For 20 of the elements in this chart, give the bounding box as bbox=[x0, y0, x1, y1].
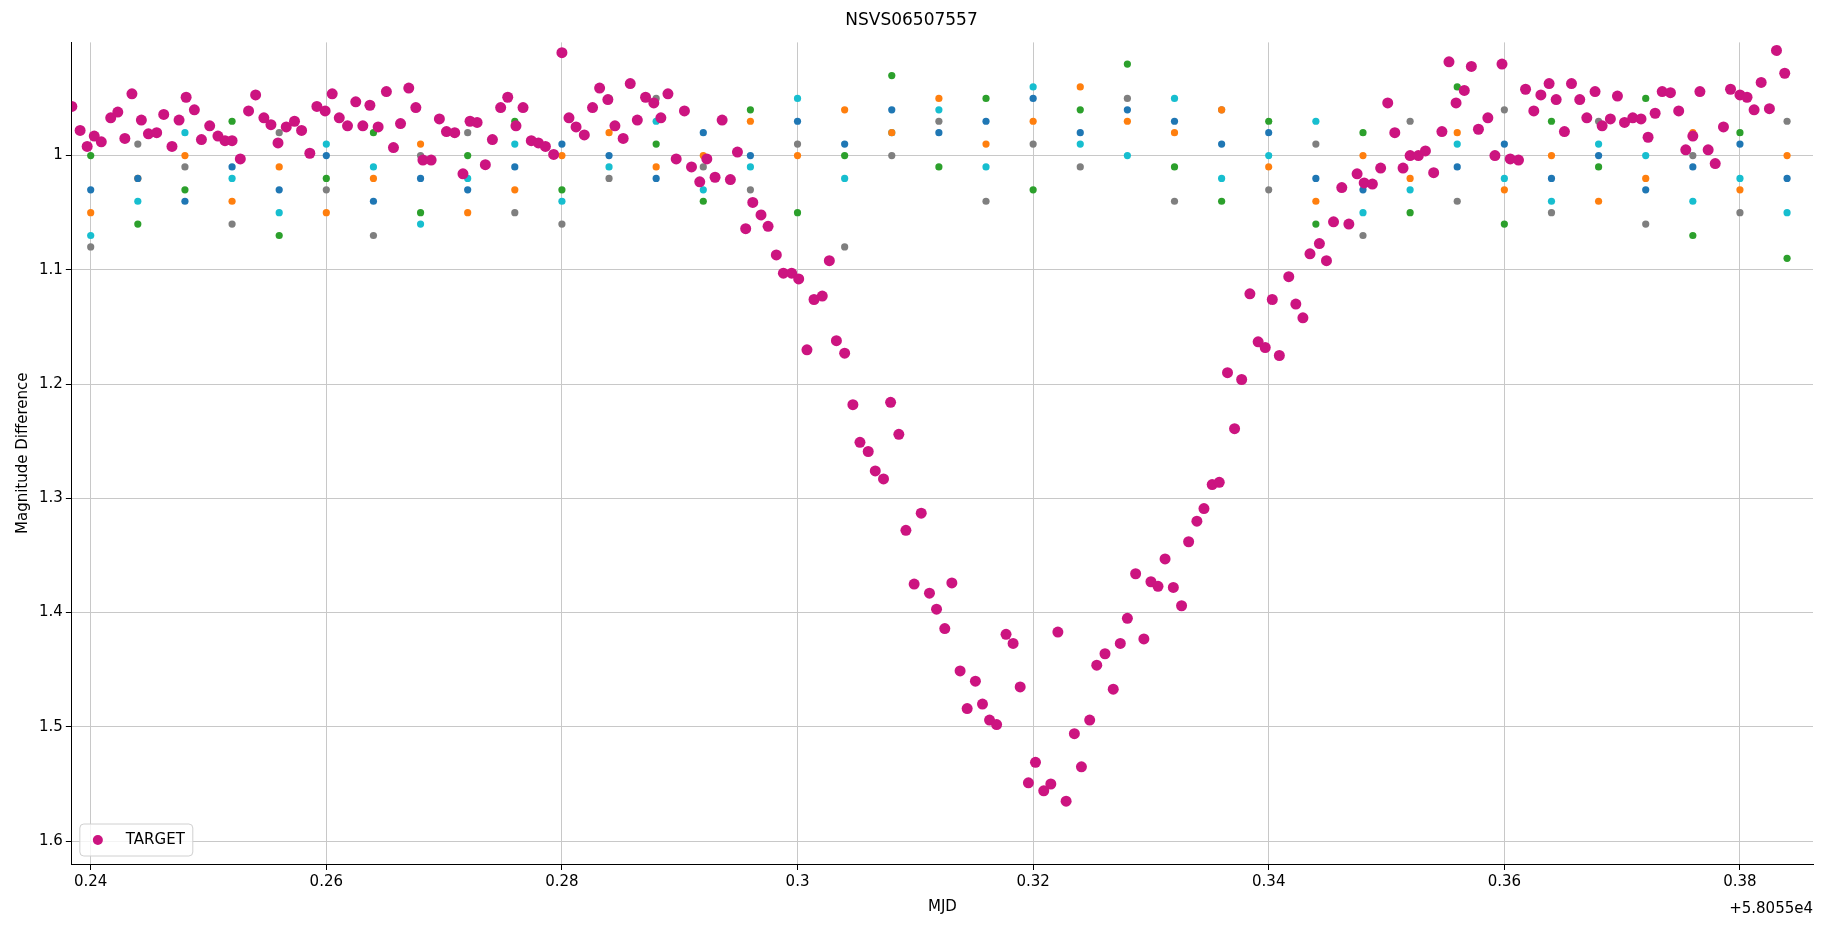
y-tick-label: 1.5 bbox=[39, 716, 63, 735]
x-axis-title: MJD bbox=[927, 896, 957, 915]
y-tick-label: 1.1 bbox=[39, 259, 63, 278]
x-tick-label: 0.24 bbox=[74, 871, 108, 890]
x-tick-label: 0.28 bbox=[545, 871, 579, 890]
text: +5.8055e4 bbox=[1729, 899, 1813, 918]
x-tick-label: 0.26 bbox=[309, 871, 344, 890]
x-tick-label: 0.34 bbox=[1252, 871, 1286, 890]
y-tick-label: 1.4 bbox=[39, 602, 63, 621]
y-tick-label: 1.2 bbox=[39, 373, 63, 392]
x-tick-label: 0.32 bbox=[1016, 871, 1050, 890]
x-tick-label: 0.3 bbox=[785, 871, 810, 890]
x-tick-label: 0.36 bbox=[1487, 871, 1522, 890]
x-tick-label: 0.38 bbox=[1723, 871, 1757, 890]
chart-title: NSVS06507557 bbox=[845, 8, 978, 29]
y-tick-label: 1 bbox=[53, 145, 63, 164]
y-axis-title: Magnitude Difference bbox=[12, 372, 31, 534]
legend-label: TARGET bbox=[124, 829, 186, 848]
y-tick-label: 1.6 bbox=[39, 831, 63, 850]
y-tick-label: 1.3 bbox=[39, 488, 63, 507]
